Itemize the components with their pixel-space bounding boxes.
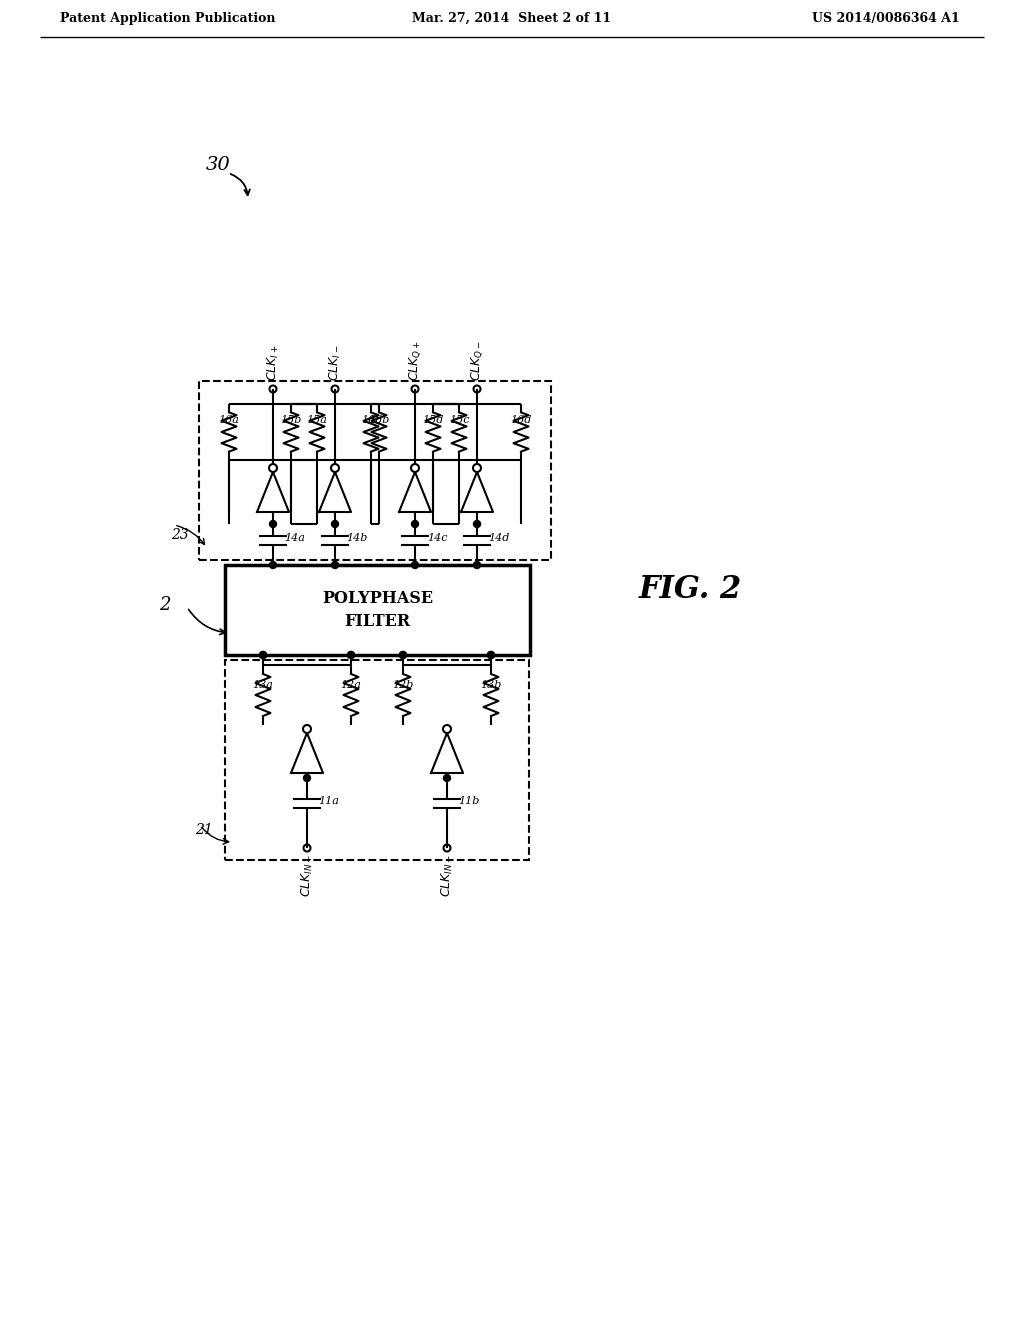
Text: Patent Application Publication: Patent Application Publication [60, 12, 275, 25]
Text: 16d: 16d [510, 414, 531, 425]
Text: Mar. 27, 2014  Sheet 2 of 11: Mar. 27, 2014 Sheet 2 of 11 [413, 12, 611, 25]
Circle shape [399, 652, 407, 659]
Text: 11b: 11b [459, 796, 479, 807]
Text: 15c: 15c [449, 414, 469, 425]
Text: 15a: 15a [306, 414, 328, 425]
Circle shape [473, 561, 480, 569]
Circle shape [347, 652, 354, 659]
Text: 11a: 11a [318, 796, 339, 807]
Text: 12b: 12b [392, 680, 414, 690]
Text: $CLK_{IN-}$: $CLK_{IN-}$ [439, 854, 455, 898]
Text: 14a: 14a [285, 533, 305, 543]
Text: 15d: 15d [422, 414, 443, 425]
Circle shape [473, 520, 480, 528]
Bar [225, 660, 529, 861]
Text: 14d: 14d [488, 533, 510, 543]
Circle shape [269, 561, 276, 569]
Circle shape [487, 652, 495, 659]
Circle shape [332, 520, 339, 528]
Circle shape [259, 652, 266, 659]
Circle shape [347, 652, 354, 659]
Text: $CLK_{IN+}$: $CLK_{IN+}$ [299, 854, 314, 898]
Circle shape [259, 652, 266, 659]
Text: FIG. 2: FIG. 2 [638, 574, 741, 606]
Bar [199, 381, 551, 560]
Text: 2: 2 [160, 597, 171, 614]
Circle shape [443, 775, 451, 781]
Text: 14c: 14c [427, 533, 447, 543]
Circle shape [332, 561, 339, 569]
Text: 15b: 15b [281, 414, 302, 425]
Text: POLYPHASE
FILTER: POLYPHASE FILTER [322, 590, 433, 630]
Text: 12a: 12a [341, 680, 361, 690]
Text: 16b: 16b [369, 414, 390, 425]
Text: $CLK_{Q+}$: $CLK_{Q+}$ [408, 341, 423, 381]
Text: US 2014/0086364 A1: US 2014/0086364 A1 [812, 12, 961, 25]
Text: 16a: 16a [218, 414, 240, 425]
Text: 30: 30 [206, 156, 230, 174]
Text: $CLK_{Q-}$: $CLK_{Q-}$ [469, 341, 484, 381]
Circle shape [487, 652, 495, 659]
Text: $CLK_{I+}$: $CLK_{I+}$ [265, 345, 281, 381]
Circle shape [412, 561, 419, 569]
Text: $CLK_{I-}$: $CLK_{I-}$ [328, 345, 343, 381]
Text: 23: 23 [171, 528, 189, 543]
Text: 21: 21 [196, 822, 213, 837]
Circle shape [269, 520, 276, 528]
Bar [225, 565, 530, 655]
Circle shape [303, 775, 310, 781]
Text: 13a: 13a [253, 680, 273, 690]
Text: 13b: 13b [480, 680, 502, 690]
Circle shape [412, 520, 419, 528]
Circle shape [399, 652, 407, 659]
Text: 14b: 14b [346, 533, 368, 543]
Text: 16c: 16c [360, 414, 381, 425]
